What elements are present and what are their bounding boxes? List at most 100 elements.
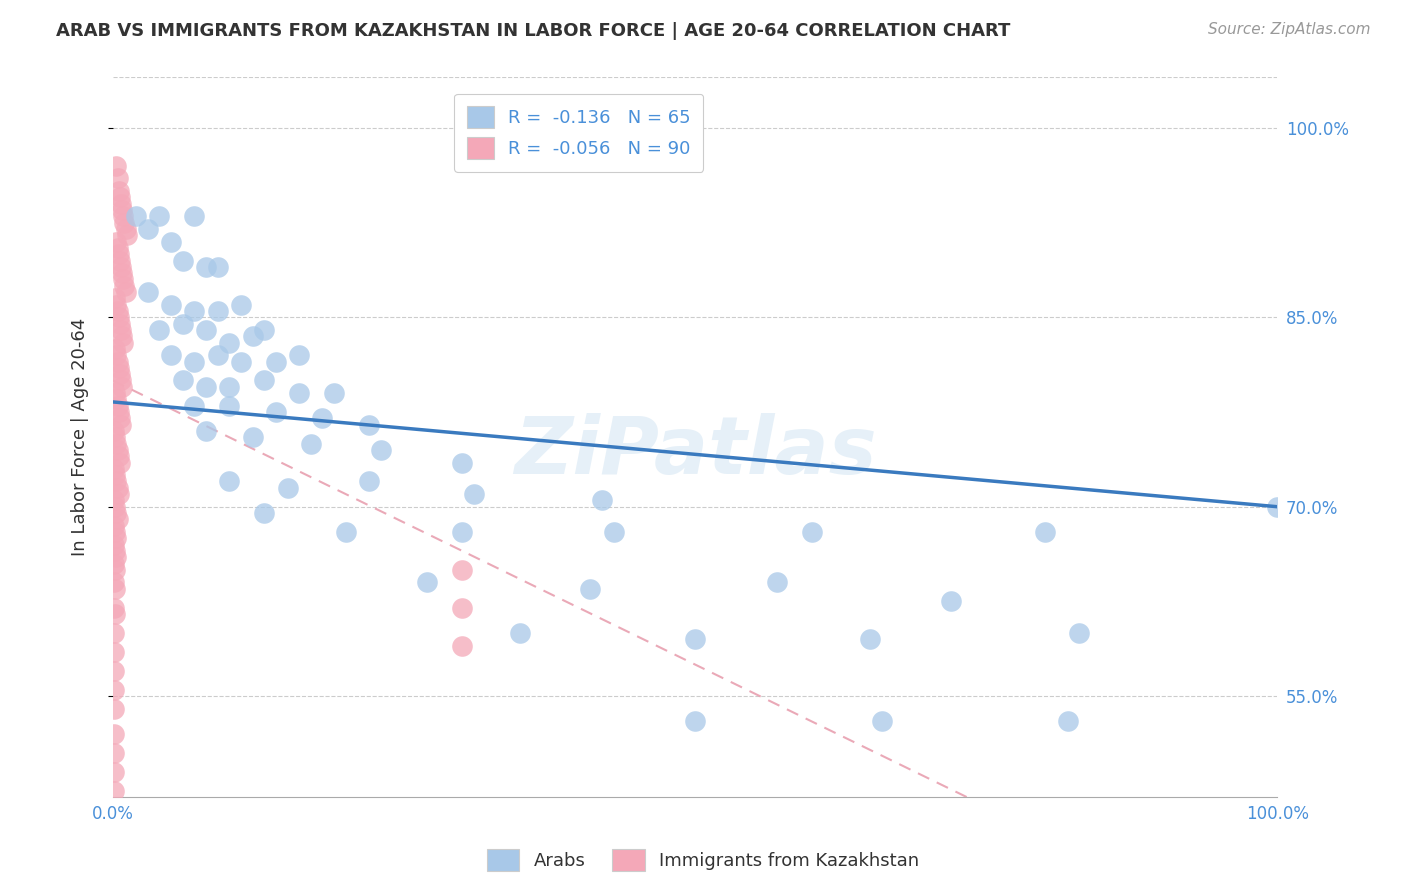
Point [1033,524,1056,539]
Point [103,462,125,476]
Point [104,563,127,577]
Point [107,405,129,419]
Point [104,524,127,539]
Point [107,171,129,186]
Point [107,304,129,318]
Point [195,260,218,274]
Point [110,374,132,388]
Point [218,335,240,350]
Point [463,487,485,501]
Point [103,764,125,779]
Point [172,374,194,388]
Point [111,202,134,217]
Point [288,386,311,401]
Point [105,392,128,407]
Y-axis label: In Labor Force | Age 20-64: In Labor Force | Age 20-64 [72,318,89,557]
Point [451,600,474,615]
Point [104,386,127,401]
Point [107,184,129,198]
Point [110,196,132,211]
Point [103,493,125,508]
Point [107,241,129,255]
Point [105,348,128,362]
Point [103,847,125,861]
Point [602,524,624,539]
Point [357,475,380,489]
Point [183,210,205,224]
Point [112,335,135,350]
Point [107,449,129,463]
Point [103,885,125,892]
Point [103,600,125,615]
Point [160,348,183,362]
Point [218,380,240,394]
Point [104,430,127,444]
Point [108,317,131,331]
Point [183,354,205,368]
Point [105,159,128,173]
Point [451,563,474,577]
Point [105,298,128,312]
Point [451,456,474,470]
Point [195,323,218,337]
Point [207,304,229,318]
Point [104,544,127,558]
Point [103,575,125,590]
Point [509,626,531,640]
Point [183,304,205,318]
Point [103,727,125,741]
Point [136,285,159,299]
Point [264,354,287,368]
Point [104,468,127,483]
Point [111,329,134,343]
Point [111,380,134,394]
Point [114,285,136,299]
Point [108,411,131,425]
Point [103,746,125,760]
Text: ARAB VS IMMIGRANTS FROM KAZAKHSTAN IN LABOR FORCE | AGE 20-64 CORRELATION CHART: ARAB VS IMMIGRANTS FROM KAZAKHSTAN IN LA… [56,22,1011,40]
Text: Source: ZipAtlas.com: Source: ZipAtlas.com [1208,22,1371,37]
Point [108,190,131,204]
Point [1056,714,1078,729]
Point [451,524,474,539]
Point [288,348,311,362]
Point [870,714,893,729]
Point [311,411,333,425]
Point [107,512,129,526]
Point [108,253,131,268]
Point [104,582,127,596]
Point [104,342,127,356]
Point [107,247,129,261]
Point [103,538,125,552]
Point [103,784,125,798]
Point [207,348,229,362]
Point [105,436,128,450]
Point [110,260,132,274]
Point [107,487,129,501]
Point [125,210,148,224]
Point [104,607,127,621]
Point [104,292,127,306]
Point [242,430,264,444]
Point [1069,626,1091,640]
Point [107,442,129,457]
Point [103,626,125,640]
Point [108,456,131,470]
Point [105,550,128,565]
Point [229,298,252,312]
Point [148,210,170,224]
Point [110,323,132,337]
Point [104,500,127,514]
Point [107,354,129,368]
Point [357,417,380,432]
Point [451,639,474,653]
Point [765,575,787,590]
Point [115,228,138,243]
Point [136,222,159,236]
Point [103,645,125,659]
Point [160,235,183,249]
Point [160,298,183,312]
Point [195,380,218,394]
Point [103,557,125,571]
Point [107,360,129,375]
